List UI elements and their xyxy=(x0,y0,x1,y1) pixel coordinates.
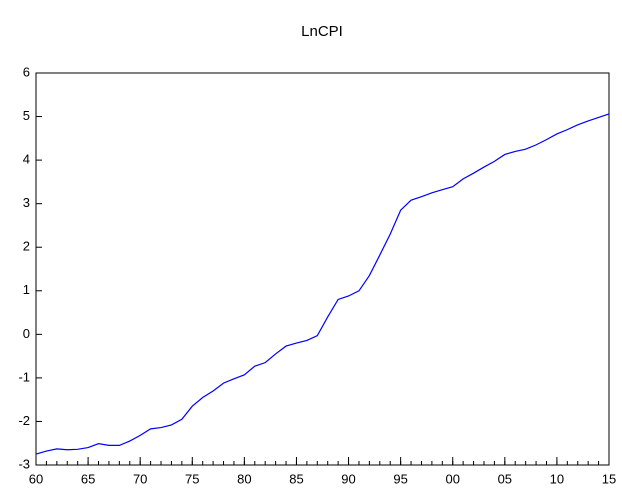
x-tick-label: 10 xyxy=(550,471,564,486)
y-tick-label: -1 xyxy=(18,369,30,384)
chart-title: LnCPI xyxy=(301,23,343,40)
data-line xyxy=(35,113,610,455)
y-tick-label: 2 xyxy=(23,239,30,254)
x-tick-label: 65 xyxy=(81,471,95,486)
plot-frame xyxy=(35,72,610,466)
y-tick-label: 4 xyxy=(23,152,30,167)
x-tick-label: 00 xyxy=(445,471,459,486)
x-tick-label: 85 xyxy=(289,471,303,486)
y-tick-label: -3 xyxy=(18,456,30,471)
x-tick-label: 70 xyxy=(133,471,147,486)
y-tick-label: 3 xyxy=(23,195,30,210)
y-tick-label: 0 xyxy=(23,326,30,341)
y-tick-label: -2 xyxy=(18,413,30,428)
y-tick-label: 1 xyxy=(23,282,30,297)
y-tick-label: 5 xyxy=(23,108,30,123)
x-tick-label: 15 xyxy=(602,471,616,486)
x-tick-label: 05 xyxy=(498,471,512,486)
x-tick-label: 80 xyxy=(237,471,251,486)
x-tick-label: 95 xyxy=(393,471,407,486)
y-tick-label: 6 xyxy=(23,64,30,79)
x-tick-label: 75 xyxy=(185,471,199,486)
x-tick-label: 90 xyxy=(341,471,355,486)
x-tick-label: 60 xyxy=(29,471,43,486)
